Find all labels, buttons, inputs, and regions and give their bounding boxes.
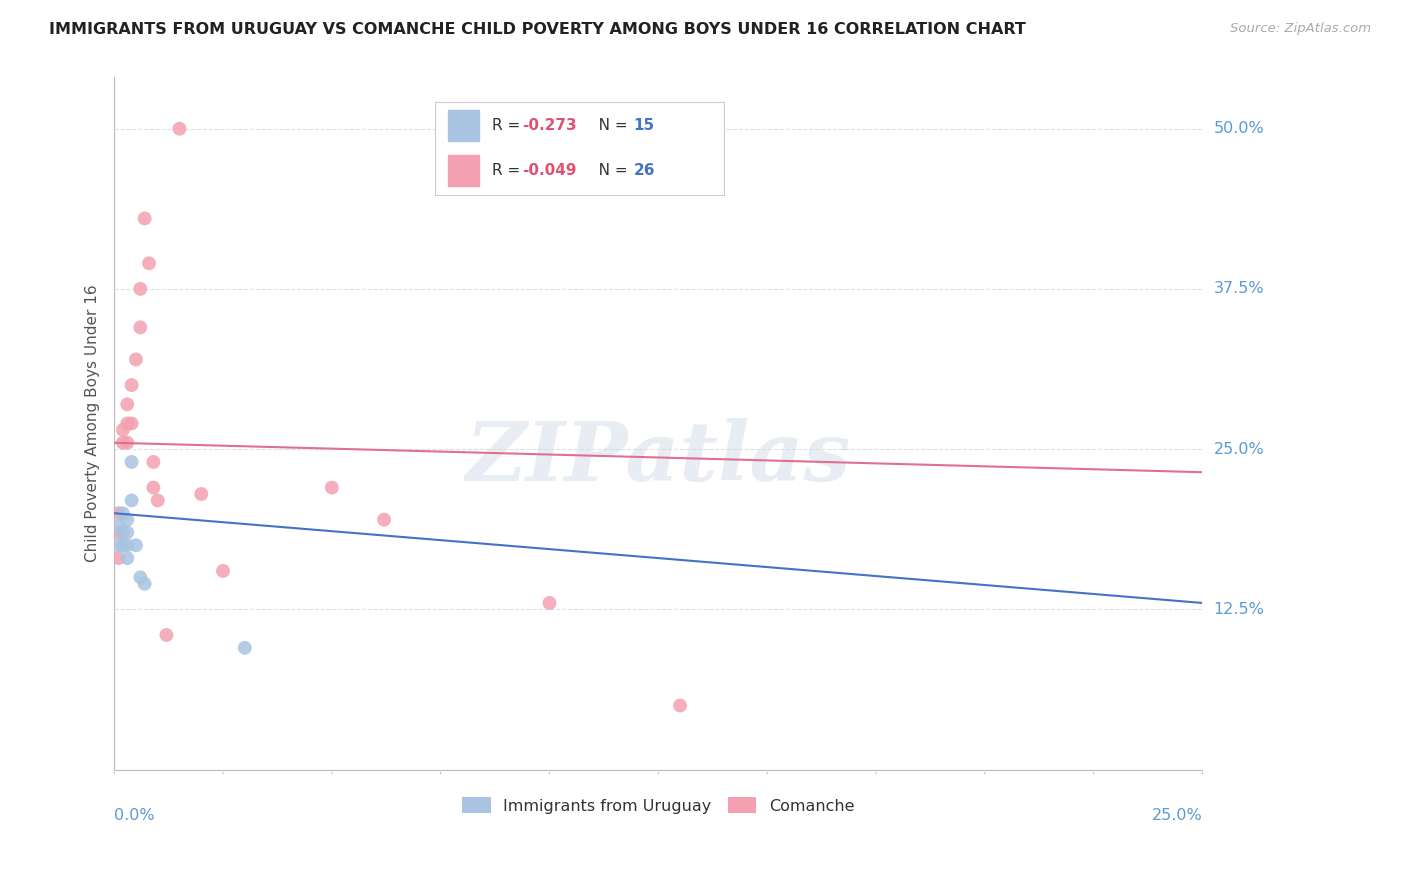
Text: R =: R = <box>492 163 524 178</box>
Text: 26: 26 <box>633 163 655 178</box>
Point <box>117 513 139 527</box>
Point <box>107 506 129 520</box>
Point <box>129 570 152 584</box>
Text: 37.5%: 37.5% <box>1213 282 1264 296</box>
Point <box>117 551 139 566</box>
Text: Source: ZipAtlas.com: Source: ZipAtlas.com <box>1230 22 1371 36</box>
Point <box>107 551 129 566</box>
Bar <box>449 155 479 186</box>
Y-axis label: Child Poverty Among Boys Under 16: Child Poverty Among Boys Under 16 <box>86 285 100 562</box>
Point <box>142 455 165 469</box>
Point <box>155 628 177 642</box>
Text: IMMIGRANTS FROM URUGUAY VS COMANCHE CHILD POVERTY AMONG BOYS UNDER 16 CORRELATIO: IMMIGRANTS FROM URUGUAY VS COMANCHE CHIL… <box>49 22 1026 37</box>
Point <box>121 493 143 508</box>
Point <box>121 378 143 392</box>
Text: R =: R = <box>492 119 524 134</box>
Point <box>111 423 134 437</box>
Point <box>111 538 134 552</box>
Point <box>111 506 134 520</box>
Point <box>146 493 169 508</box>
Point <box>134 211 156 226</box>
Point <box>117 435 139 450</box>
Text: 0.0%: 0.0% <box>114 808 155 823</box>
Point <box>142 481 165 495</box>
Point <box>125 352 148 367</box>
Point <box>190 487 212 501</box>
Point <box>117 538 139 552</box>
Point <box>134 576 156 591</box>
Point <box>107 519 129 533</box>
Point <box>111 435 134 450</box>
Text: N =: N = <box>585 119 633 134</box>
Point <box>321 481 343 495</box>
Bar <box>449 111 479 142</box>
Point <box>107 538 129 552</box>
Point <box>169 121 191 136</box>
Point <box>121 455 143 469</box>
Text: ZIPatlas: ZIPatlas <box>465 418 851 498</box>
Point <box>129 282 152 296</box>
Point <box>129 320 152 334</box>
Text: 25.0%: 25.0% <box>1213 442 1264 457</box>
Point <box>107 525 129 540</box>
Point <box>117 525 139 540</box>
Point <box>212 564 235 578</box>
Text: N =: N = <box>585 163 633 178</box>
Point <box>373 513 395 527</box>
Point <box>125 538 148 552</box>
Text: 25.0%: 25.0% <box>1152 808 1202 823</box>
Point <box>121 417 143 431</box>
Point <box>538 596 561 610</box>
Legend: Immigrants from Uruguay, Comanche: Immigrants from Uruguay, Comanche <box>463 797 855 814</box>
Text: 50.0%: 50.0% <box>1213 121 1264 136</box>
Text: 12.5%: 12.5% <box>1213 602 1264 617</box>
Point <box>117 417 139 431</box>
Point <box>669 698 692 713</box>
Text: -0.049: -0.049 <box>522 163 576 178</box>
FancyBboxPatch shape <box>436 102 724 195</box>
Point <box>111 525 134 540</box>
Point <box>117 397 139 411</box>
Text: -0.273: -0.273 <box>522 119 576 134</box>
Point <box>233 640 256 655</box>
Point <box>138 256 160 270</box>
Text: 15: 15 <box>633 119 654 134</box>
